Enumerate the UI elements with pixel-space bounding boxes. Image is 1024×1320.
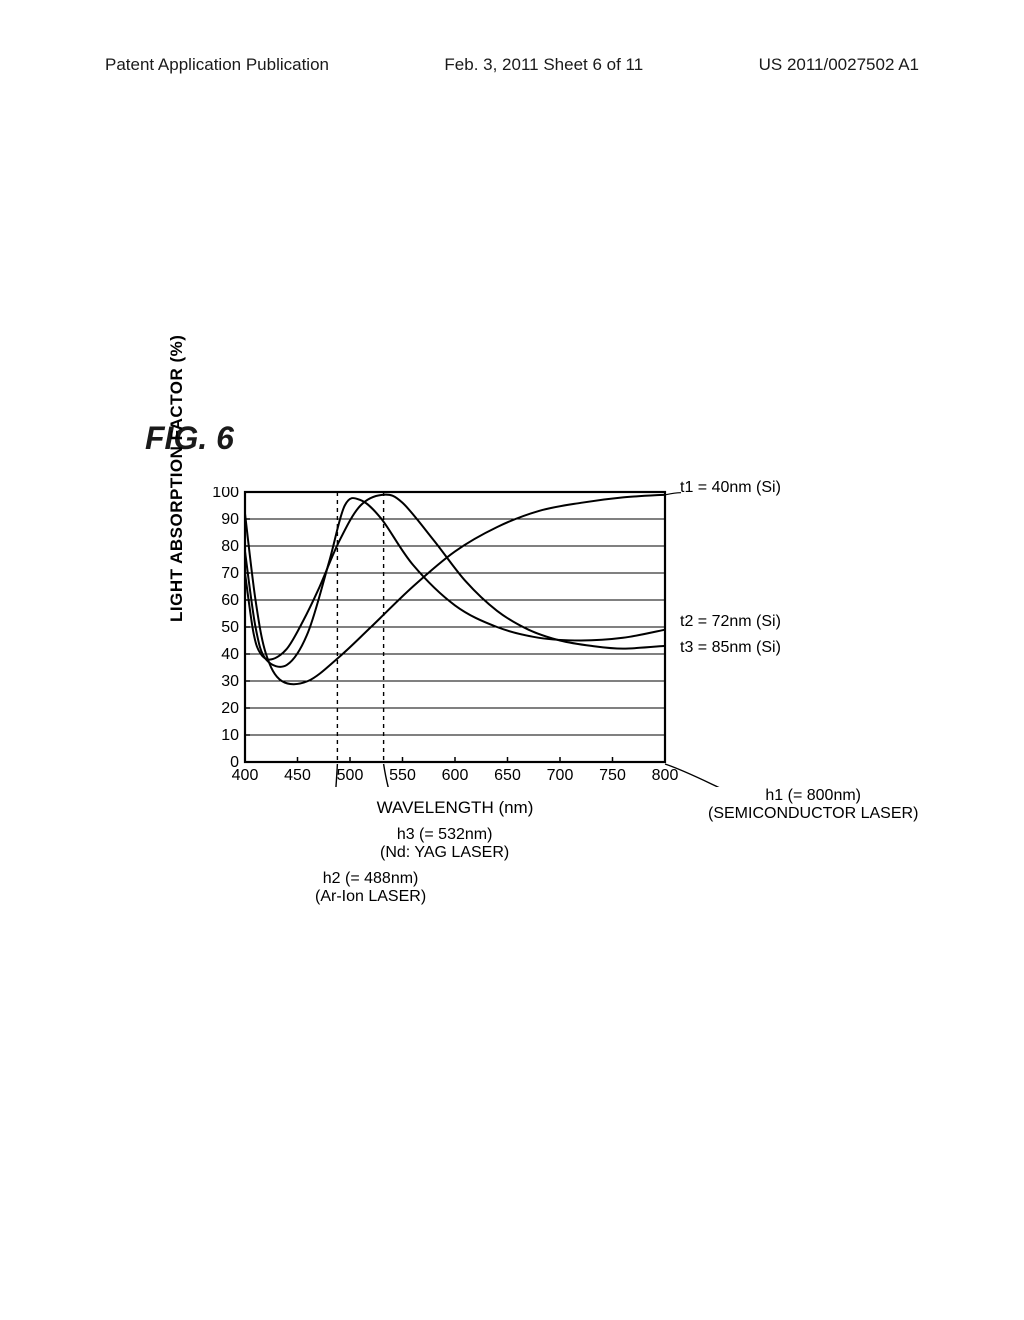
x-axis-label: WAVELENGTH (nm) [245, 798, 665, 818]
svg-text:800: 800 [652, 767, 679, 784]
series-label-t3: t3 = 85nm (Si) [680, 639, 781, 657]
svg-text:10: 10 [221, 727, 239, 744]
callout-h2: h2 (= 488nm) (Ar-Ion LASER) [315, 870, 426, 906]
svg-text:550: 550 [389, 767, 416, 784]
callout-h1-line1: h1 (= 800nm) [765, 787, 861, 804]
figure-6: FIG. 6 LIGHT ABSORPTION FACTOR (%) 01020… [145, 420, 905, 818]
svg-text:80: 80 [221, 538, 239, 555]
header-right: US 2011/0027502 A1 [759, 55, 919, 75]
svg-text:500: 500 [337, 767, 364, 784]
svg-text:700: 700 [547, 767, 574, 784]
callout-h1-line2: (SEMICONDUCTOR LASER) [708, 805, 918, 822]
svg-text:20: 20 [221, 700, 239, 717]
svg-text:70: 70 [221, 565, 239, 582]
svg-text:100: 100 [212, 487, 239, 501]
svg-text:30: 30 [221, 673, 239, 690]
page-header: Patent Application Publication Feb. 3, 2… [0, 55, 1024, 75]
svg-text:650: 650 [494, 767, 521, 784]
svg-text:750: 750 [599, 767, 626, 784]
svg-text:600: 600 [442, 767, 469, 784]
svg-text:50: 50 [221, 619, 239, 636]
chart-svg: 0102030405060708090100400450500550600650… [185, 487, 745, 787]
y-axis-label: LIGHT ABSORPTION FACTOR (%) [167, 335, 187, 622]
svg-text:60: 60 [221, 592, 239, 609]
callout-h1: h1 (= 800nm) (SEMICONDUCTOR LASER) [708, 787, 918, 823]
svg-text:90: 90 [221, 511, 239, 528]
series-label-t1: t1 = 40nm (Si) [680, 479, 781, 497]
callout-h3-line1: h3 (= 532nm) [397, 826, 493, 843]
callout-h2-line1: h2 (= 488nm) [323, 870, 419, 887]
header-left: Patent Application Publication [105, 55, 329, 75]
callout-h3: h3 (= 532nm) (Nd: YAG LASER) [380, 826, 509, 862]
header-center: Feb. 3, 2011 Sheet 6 of 11 [444, 55, 643, 75]
callout-h2-line2: (Ar-Ion LASER) [315, 888, 426, 905]
chart-area: LIGHT ABSORPTION FACTOR (%) 010203040506… [185, 487, 905, 818]
series-label-t2: t2 = 72nm (Si) [680, 613, 781, 631]
callout-h3-line2: (Nd: YAG LASER) [380, 844, 509, 861]
figure-label: FIG. 6 [145, 420, 905, 457]
svg-text:400: 400 [232, 767, 259, 784]
svg-text:40: 40 [221, 646, 239, 663]
svg-text:450: 450 [284, 767, 311, 784]
